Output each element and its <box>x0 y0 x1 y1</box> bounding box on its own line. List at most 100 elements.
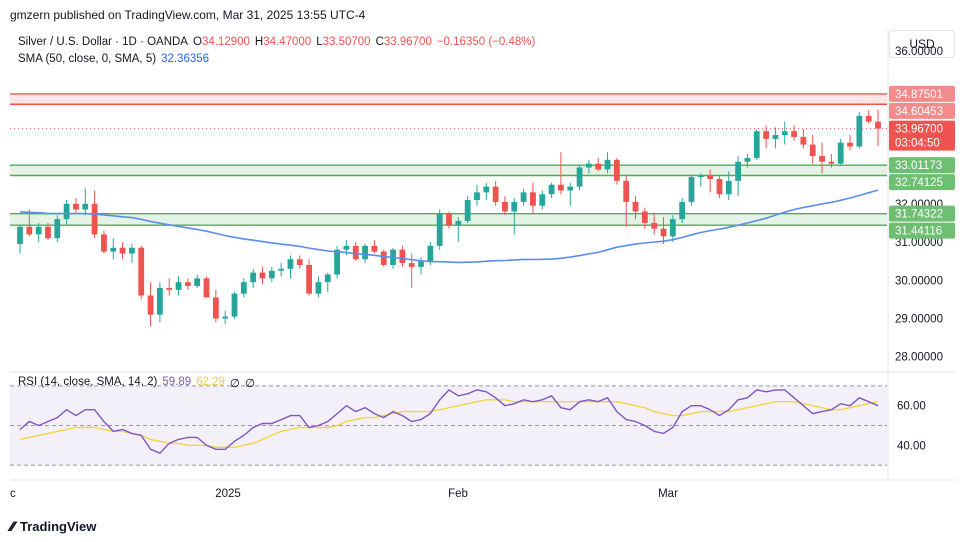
candle-body <box>716 178 723 195</box>
candle-body <box>222 316 229 319</box>
candle-body <box>129 247 135 254</box>
candle-body <box>194 278 201 286</box>
sma-label[interactable]: SMA (50, close, 0, SMA, 5) <box>18 53 157 65</box>
candle-body <box>184 282 191 286</box>
candle-body <box>54 219 61 239</box>
candle <box>697 173 704 187</box>
candle-body <box>119 247 126 254</box>
candle-body <box>26 226 33 235</box>
candle-body <box>474 192 480 200</box>
candle <box>129 243 135 264</box>
price-tag-support: 31.44116 <box>889 222 955 239</box>
candle <box>669 215 676 243</box>
candle-body <box>502 201 508 212</box>
candle <box>315 276 322 298</box>
time-axis: c 2025 Feb Mar <box>10 488 678 500</box>
price-tag-bg <box>889 102 955 119</box>
candle <box>474 184 480 206</box>
candle-body <box>520 192 527 202</box>
candle <box>567 182 574 206</box>
candle-body <box>212 297 219 319</box>
price-tag-label: 32.74125 <box>895 177 943 189</box>
candle <box>679 198 686 223</box>
candle-body <box>735 161 741 181</box>
candle <box>511 198 518 235</box>
candle <box>278 263 285 277</box>
candle <box>362 243 368 264</box>
rsi-extra-1: ∅ <box>229 378 240 390</box>
price-tag-bg <box>889 205 955 222</box>
candle <box>791 125 797 141</box>
candle-body <box>828 161 835 164</box>
candle-body <box>492 186 499 202</box>
candle-body <box>586 163 592 168</box>
zone-support-1 <box>10 165 887 176</box>
rsi-label[interactable]: RSI (14, close, SMA, 14, 2) <box>18 376 158 388</box>
price-tag-bg <box>889 222 955 239</box>
candle <box>147 282 154 327</box>
open-label: O <box>192 36 202 48</box>
candle-body <box>530 192 536 206</box>
candle-body <box>567 186 574 191</box>
price-tag-bg <box>889 157 955 174</box>
candle <box>119 242 126 260</box>
candle-body <box>847 142 853 147</box>
candle <box>520 188 527 206</box>
candle <box>576 165 583 191</box>
published-header: gmzern published on TradingView.com, Mar… <box>10 8 366 22</box>
candle-body <box>595 163 602 170</box>
candle-body <box>744 157 751 162</box>
candle <box>446 211 452 229</box>
candle-body <box>278 268 285 271</box>
candle <box>231 291 238 319</box>
rsi-extra-2: ∅ <box>244 378 255 390</box>
tradingview-logo-icon: ⁄⁄⁄ <box>10 518 15 534</box>
candle <box>744 154 751 168</box>
close-label: C <box>375 36 384 48</box>
candle <box>856 112 863 149</box>
candle-body <box>45 226 51 239</box>
candle <box>436 209 443 250</box>
rsi-legend: RSI (14, close, SMA, 14, 2) 59.89 62.29 … <box>18 376 255 390</box>
candle <box>17 224 23 254</box>
candle <box>35 222 42 243</box>
candle-body <box>334 249 340 275</box>
currency-button[interactable]: USD <box>889 30 955 58</box>
candle-body <box>436 213 443 246</box>
candle <box>82 188 89 216</box>
candle <box>110 238 117 260</box>
candle-body <box>315 282 322 294</box>
candle <box>380 249 387 267</box>
footer: ⁄⁄⁄ TradingView <box>10 518 96 534</box>
candle-body <box>231 293 238 317</box>
price-tick-label: 30.00000 <box>895 275 943 287</box>
candle-body <box>641 211 648 223</box>
candle-body <box>166 287 173 290</box>
candle-body <box>688 177 695 202</box>
candle <box>641 207 648 229</box>
candle <box>502 196 508 216</box>
rsi-tick-label: 60.00 <box>897 401 926 413</box>
candle-body <box>576 167 583 187</box>
candle-body <box>203 278 210 298</box>
candle-body <box>362 245 368 260</box>
candle-body <box>604 159 611 170</box>
candle <box>819 142 825 174</box>
candle-body <box>791 131 797 137</box>
candle <box>586 159 592 174</box>
price-tick-label: 31.00000 <box>895 237 943 249</box>
candle <box>847 135 853 151</box>
price-tag-bg <box>889 85 955 102</box>
close-value: 33.96700 <box>383 36 432 48</box>
candle-body <box>352 245 359 260</box>
candle <box>166 278 173 296</box>
low-label: L <box>316 36 323 48</box>
candle-body <box>697 175 704 178</box>
brand-name: TradingView <box>20 518 97 534</box>
symbol-label[interactable]: Silver / U.S. Dollar · 1D · OANDA <box>18 36 188 48</box>
candle <box>324 272 331 292</box>
candle <box>548 182 555 199</box>
candle <box>809 135 816 164</box>
candle <box>837 138 844 166</box>
